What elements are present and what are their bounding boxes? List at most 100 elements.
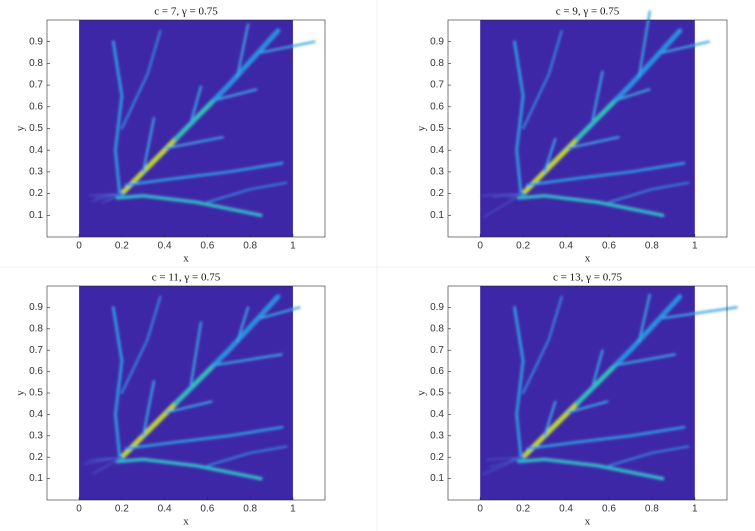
y-tick-label: 0.2	[430, 188, 444, 199]
y-tick-label: 0.7	[29, 80, 43, 91]
x-tick-label: 0.2	[516, 504, 530, 515]
branch	[101, 193, 123, 204]
x-tick-label: 0.4	[158, 241, 172, 252]
x-tick-label: 0.2	[115, 241, 129, 252]
branch	[120, 295, 162, 394]
y-tick-label: 0.4	[29, 145, 43, 156]
branch	[614, 353, 676, 367]
branch	[637, 293, 651, 343]
branch	[482, 456, 524, 475]
y-tick-label: 0.6	[430, 101, 444, 112]
branch	[165, 136, 224, 150]
branch	[259, 40, 316, 54]
branch	[212, 88, 258, 102]
x-tick-label: 0.8	[645, 241, 659, 252]
branch	[89, 193, 123, 196]
branch	[522, 29, 563, 130]
branch	[567, 400, 609, 414]
heatmap	[79, 286, 301, 500]
heatmap	[480, 286, 738, 500]
branch	[492, 193, 524, 198]
branch	[259, 306, 301, 320]
branch	[522, 295, 563, 394]
x-axis-label: x	[183, 253, 189, 265]
y-tick-label: 0.1	[430, 210, 444, 221]
y-tick-label: 0.9	[430, 302, 444, 313]
x-tick-label: 1	[692, 504, 698, 515]
branch	[661, 40, 711, 54]
branch	[173, 100, 214, 142]
y-tick-label: 0.4	[430, 145, 444, 156]
y-tick-label: 0.3	[29, 167, 43, 178]
branch	[543, 400, 557, 437]
branch	[637, 10, 651, 78]
branch	[173, 365, 214, 406]
y-tick-label: 0.9	[29, 302, 43, 313]
x-tick-label: 0.2	[115, 504, 129, 515]
y-tick-label: 0.7	[430, 80, 444, 91]
x-tick-label: 0.8	[243, 241, 257, 252]
branch	[513, 305, 525, 459]
branches	[83, 294, 301, 481]
branch	[206, 181, 288, 204]
branch	[590, 70, 604, 126]
y-axis-label: y	[416, 125, 428, 131]
y-tick-label: 0.6	[29, 101, 43, 112]
y-tick-label: 0.8	[430, 58, 444, 69]
chart-title: c = 7, γ = 0.75	[154, 6, 218, 18]
branch	[92, 456, 123, 475]
x-tick-label: 0.6	[200, 241, 214, 252]
branch	[543, 137, 557, 173]
branch	[212, 353, 283, 367]
branch	[661, 306, 738, 320]
y-tick-label: 0.4	[29, 409, 43, 420]
branch	[111, 305, 124, 459]
y-axis-label: y	[15, 125, 27, 131]
branch	[567, 136, 620, 150]
branches	[89, 23, 316, 218]
y-tick-label: 0.3	[430, 167, 444, 178]
chart-title: c = 11, γ = 0.75	[152, 272, 221, 284]
y-tick-label: 0.2	[29, 188, 43, 199]
branch	[483, 193, 524, 218]
x-tick-label: 1	[290, 241, 296, 252]
x-tick-label: 0.8	[645, 504, 659, 515]
branch	[517, 194, 665, 218]
y-tick-label: 0.4	[430, 409, 444, 420]
x-axis-label: x	[585, 253, 591, 265]
y-tick-label: 0.7	[430, 345, 444, 356]
y-tick-label: 0.9	[29, 36, 43, 47]
y-tick-label: 0.1	[29, 473, 43, 484]
branch	[189, 321, 203, 390]
y-tick-label: 0.5	[29, 388, 43, 399]
y-tick-label: 0.5	[430, 123, 444, 134]
y-tick-label: 0.5	[29, 123, 43, 134]
y-tick-label: 0.1	[29, 210, 43, 221]
y-tick-label: 0.8	[430, 323, 444, 334]
branch	[142, 380, 156, 437]
y-tick-label: 0.1	[430, 473, 444, 484]
x-tick-label: 0.4	[158, 504, 172, 515]
x-tick-label: 0.2	[516, 241, 530, 252]
branch	[111, 40, 124, 196]
y-tick-label: 0.3	[29, 430, 43, 441]
y-tick-label: 0.3	[430, 430, 444, 441]
branch	[94, 193, 123, 198]
branch	[517, 457, 665, 481]
branch	[486, 456, 524, 461]
y-tick-label: 0.2	[29, 452, 43, 463]
x-tick-label: 0.8	[243, 504, 257, 515]
branches	[481, 10, 711, 218]
y-tick-label: 0.7	[29, 345, 43, 356]
branch	[590, 349, 604, 390]
branch	[91, 193, 123, 202]
branch	[206, 445, 288, 467]
branch	[608, 445, 690, 467]
branch	[120, 29, 162, 130]
heatmap	[79, 20, 316, 237]
branch	[574, 100, 616, 142]
x-tick-label: 0.6	[200, 504, 214, 515]
branch	[526, 425, 686, 450]
branch	[115, 194, 263, 218]
